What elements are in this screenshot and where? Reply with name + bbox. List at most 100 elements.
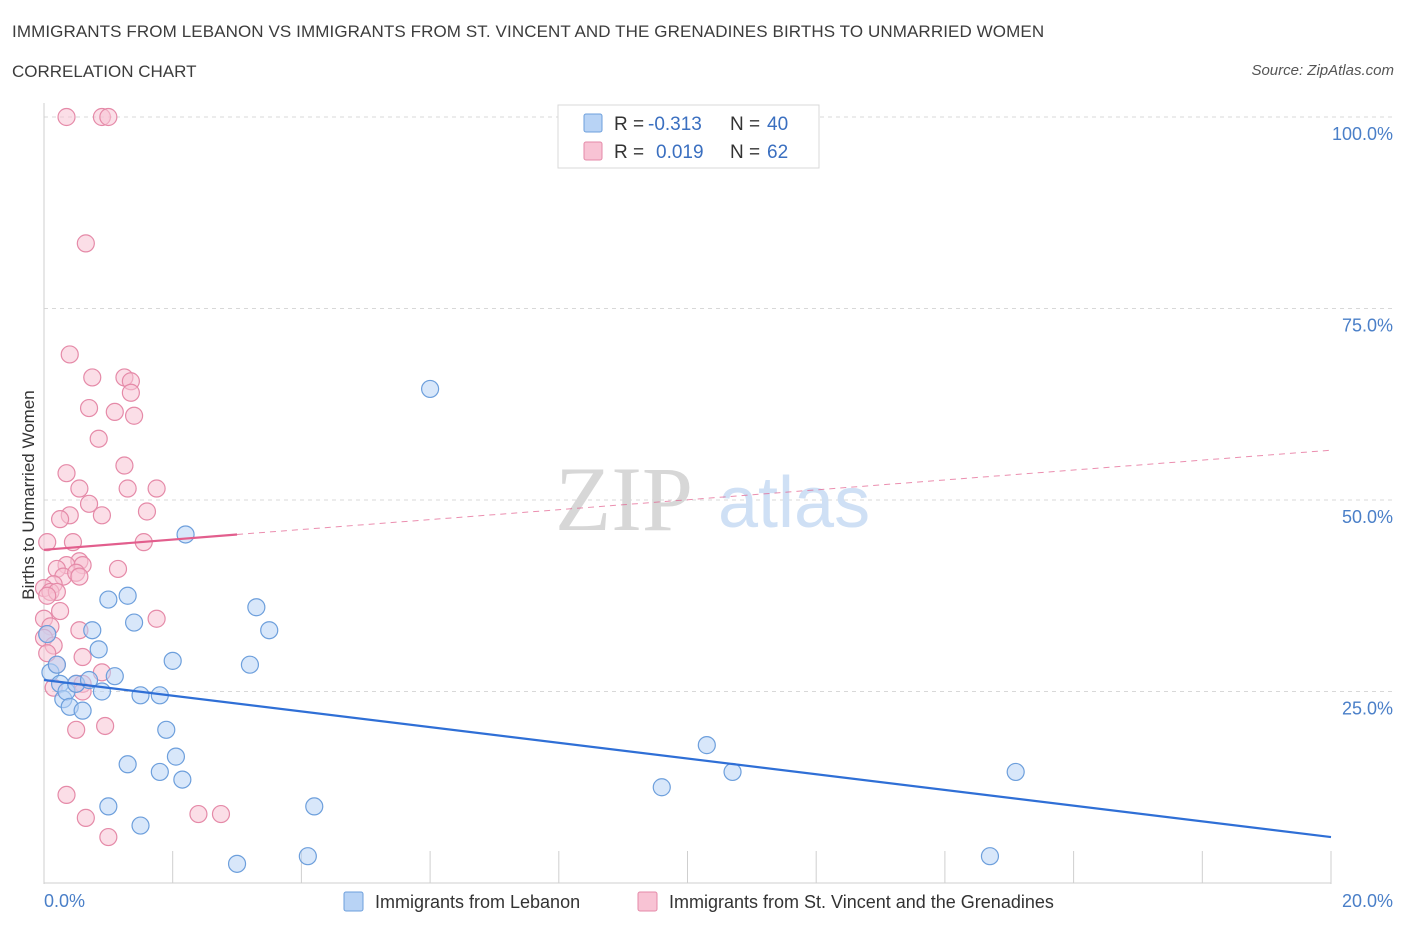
point-stvincent	[79, 398, 99, 418]
point-stvincent	[124, 406, 144, 425]
point-stvincent	[99, 107, 118, 127]
axes-layer	[43, 103, 1332, 884]
point-stvincent	[189, 804, 208, 824]
trendline-lebanon	[43, 678, 1332, 839]
bottom-legend-swatch-stvincent	[637, 891, 658, 912]
legend-n-label-stvincent: N =	[730, 142, 760, 163]
watermark-zip: ZIP	[555, 448, 693, 550]
point-lebanon	[980, 847, 1000, 866]
bottom-legend: Immigrants from Lebanon Immigrants from …	[343, 891, 1054, 912]
point-stvincent	[57, 464, 76, 483]
point-stvincent	[76, 808, 95, 827]
legend-r-value-lebanon: -0.313	[648, 114, 702, 135]
point-lebanon	[38, 624, 57, 644]
point-stvincent	[57, 107, 76, 127]
point-stvincent	[83, 368, 102, 387]
point-stvincent	[99, 827, 118, 847]
chart-subtitle: CORRELATION CHART	[12, 62, 197, 81]
trendline-stvincent-dashed	[237, 449, 1332, 535]
point-lebanon	[83, 621, 102, 640]
point-lebanon	[421, 379, 440, 399]
watermark-atlas: atlas	[718, 463, 870, 543]
point-stvincent	[76, 234, 95, 253]
point-lebanon	[163, 651, 182, 670]
point-stvincent	[67, 720, 86, 739]
y-tick-label-25: 25.0%	[1342, 699, 1393, 719]
point-lebanon	[105, 667, 124, 686]
point-lebanon	[131, 686, 150, 705]
legend-n-value-stvincent: 62	[767, 142, 788, 163]
point-stvincent	[73, 647, 92, 667]
point-stvincent	[115, 456, 134, 475]
x-tick-label-min: 0.0%	[44, 891, 85, 911]
point-lebanon	[89, 640, 108, 659]
trend-layer	[43, 449, 1332, 839]
point-lebanon	[240, 655, 260, 674]
y-axis-title: Births to Unmarried Women	[19, 390, 38, 599]
point-stvincent	[118, 479, 137, 498]
tick-labels: 100.0% 75.0% 50.0% 25.0% 0.0% 20.0%	[44, 124, 1393, 911]
point-lebanon	[305, 797, 324, 816]
point-stvincent	[89, 429, 108, 448]
point-lebanon	[124, 613, 144, 632]
grid-layer	[44, 116, 1392, 692]
y-tick-label-75: 75.0%	[1342, 316, 1393, 336]
bottom-legend-label-stvincent: Immigrants from St. Vincent and the Gren…	[669, 892, 1054, 912]
point-stvincent	[70, 567, 89, 586]
point-stvincent	[211, 804, 231, 824]
legend-r-label-stvincent: R =	[614, 142, 644, 163]
point-lebanon	[118, 755, 137, 774]
source-label: Source: ZipAtlas.com	[1251, 62, 1394, 79]
point-lebanon	[166, 747, 186, 766]
point-lebanon	[150, 762, 169, 782]
point-lebanon	[247, 598, 266, 617]
point-stvincent	[70, 479, 89, 498]
point-lebanon	[260, 621, 279, 640]
point-lebanon	[227, 854, 247, 873]
point-lebanon	[697, 736, 716, 755]
legend-n-value-lebanon: 40	[767, 114, 788, 135]
points-layer	[34, 107, 1025, 873]
point-lebanon	[99, 590, 118, 609]
bottom-legend-swatch-lebanon	[343, 891, 364, 912]
y-tick-label-50: 50.0%	[1342, 507, 1393, 527]
point-stvincent	[108, 559, 128, 579]
legend-r-label-lebanon: R =	[614, 114, 644, 135]
point-stvincent	[50, 510, 70, 529]
point-lebanon	[131, 816, 150, 835]
x-tick-label-max: 20.0%	[1342, 891, 1393, 911]
point-lebanon	[157, 720, 176, 739]
point-stvincent	[57, 785, 76, 805]
point-stvincent	[105, 402, 124, 422]
legend-box: R = -0.313 N = 40 R = 0.019 N = 62	[557, 104, 820, 169]
watermark: ZIP atlas	[555, 448, 870, 550]
point-lebanon	[173, 770, 192, 789]
point-stvincent	[147, 479, 166, 498]
point-lebanon	[298, 847, 317, 866]
point-stvincent	[137, 502, 157, 521]
point-lebanon	[99, 797, 118, 816]
legend-swatch-lebanon	[583, 113, 603, 133]
point-stvincent	[121, 383, 140, 402]
point-lebanon	[723, 762, 742, 782]
point-lebanon	[118, 586, 137, 605]
point-stvincent	[79, 494, 99, 513]
chart-title: IMMIGRANTS FROM LEBANON VS IMMIGRANTS FR…	[12, 22, 1045, 41]
legend-r-value-stvincent: 0.019	[656, 142, 704, 163]
point-lebanon	[176, 525, 195, 544]
point-stvincent	[38, 586, 57, 605]
point-stvincent	[50, 601, 70, 621]
point-lebanon	[1006, 762, 1025, 782]
trendline-stvincent	[43, 533, 238, 551]
legend-n-label-lebanon: N =	[730, 114, 760, 135]
legend-swatch-stvincent	[583, 141, 603, 161]
point-stvincent	[147, 609, 166, 628]
point-lebanon	[652, 778, 671, 797]
y-tick-label-100: 100.0%	[1332, 124, 1393, 144]
point-stvincent	[92, 506, 112, 525]
point-lebanon	[73, 701, 92, 720]
point-stvincent	[60, 345, 79, 364]
point-stvincent	[96, 716, 115, 736]
bottom-legend-label-lebanon: Immigrants from Lebanon	[375, 892, 580, 912]
